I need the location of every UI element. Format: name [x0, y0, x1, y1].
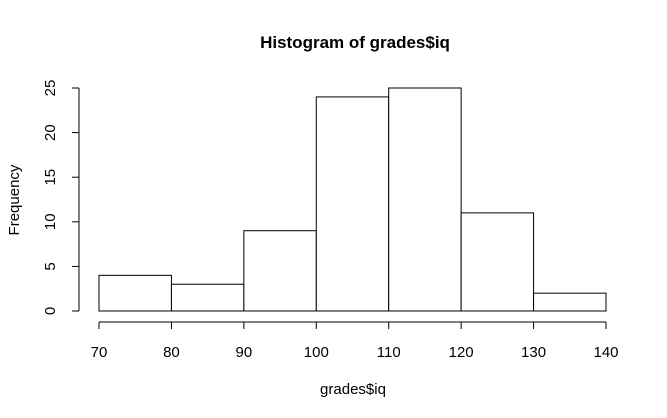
y-tick-label-25: 25	[42, 80, 59, 97]
x-axis-label: grades$iq	[320, 381, 386, 398]
x-tick-label-100: 100	[304, 344, 329, 361]
bars-group	[98, 87, 607, 312]
histogram-bar-90-100	[243, 230, 317, 312]
histogram-bar-120-130	[460, 212, 535, 312]
histogram-bar-110-120	[388, 87, 462, 312]
y-tick-label-15: 15	[42, 169, 59, 186]
histogram-bar-100-110	[315, 96, 390, 312]
y-tick-label-0: 0	[42, 307, 59, 315]
x-tick-label-130: 130	[521, 344, 546, 361]
chart-title: Histogram of grades$iq	[260, 33, 450, 52]
x-tick-label-110: 110	[377, 344, 401, 361]
x-tick-label-90: 90	[236, 344, 253, 361]
x-axis: 70 80 90 100 110 120 130 140	[91, 321, 619, 361]
x-tick-label-80: 80	[163, 344, 180, 361]
x-tick-label-70: 70	[91, 344, 108, 361]
y-axis: 0 5 10 15 20 25	[42, 80, 80, 315]
histogram-bar-70-80	[98, 274, 172, 312]
x-tick-label-140: 140	[593, 344, 618, 361]
histogram-bar-130-140	[533, 292, 607, 312]
y-tick-label-10: 10	[42, 213, 59, 230]
y-tick-label-5: 5	[42, 262, 59, 270]
y-tick-label-20: 20	[42, 124, 59, 141]
x-tick-label-120: 120	[449, 344, 474, 361]
y-axis-label: Frequency	[6, 164, 23, 235]
histogram-bar-80-90	[170, 283, 245, 312]
